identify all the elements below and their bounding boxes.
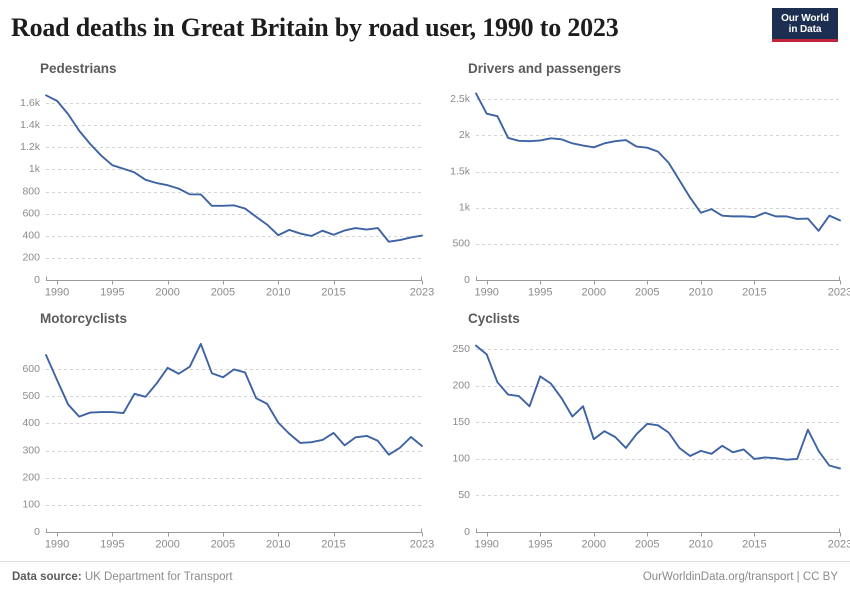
- data-source-value: UK Department for Transport: [84, 571, 233, 583]
- panel-title: Pedestrians: [40, 61, 117, 76]
- y-axis-tick-label: 1k: [29, 163, 41, 175]
- x-axis-tick-label: 1995: [528, 539, 552, 551]
- y-axis-tick-label: 400: [22, 417, 40, 429]
- gridlines: 0 500 1k 1.5k 2k 2.5k: [450, 93, 840, 286]
- x-axis-tick-label: 2015: [742, 287, 766, 299]
- y-axis-tick-label: 150: [452, 416, 470, 428]
- chart-footer: Data source: UK Department for Transport…: [0, 561, 850, 600]
- x-axis-tick-label: 2015: [742, 539, 766, 551]
- y-axis-tick-label: 100: [452, 453, 470, 465]
- chart-header: Road deaths in Great Britain by road use…: [0, 0, 850, 58]
- line-chart-svg: 0 500 1k 1.5k 2k 2.5k 1990 1995 2000 2005 2010 2015…: [450, 92, 850, 299]
- y-axis-tick-label: 250: [452, 343, 470, 355]
- data-source: Data source: UK Department for Transport: [12, 571, 233, 583]
- x-axis-tick-label: 2000: [155, 539, 179, 551]
- y-axis-tick-label: 1.5k: [450, 165, 471, 177]
- y-axis-tick-label: 600: [22, 363, 40, 375]
- x-axis-tick-label: 1995: [100, 539, 124, 551]
- y-axis-tick-label: 400: [22, 230, 40, 242]
- y-axis-tick-label: 1k: [459, 201, 471, 213]
- y-axis-tick-label: 0: [464, 526, 470, 538]
- x-axis-tick-label: 2000: [582, 287, 606, 299]
- x-axis-tick-label: 2023: [410, 539, 434, 551]
- y-axis-tick-label: 300: [22, 444, 40, 456]
- x-axis: 1990 1995 2000 2005 2010 2015 2023: [474, 528, 850, 551]
- x-axis: 1990 1995 2000 2005 2010 2015 2023: [45, 528, 434, 551]
- panel-grid: Pedestrians 0 200 400 600 800 1k 1.2k 1.4k 1.6k 1…: [0, 58, 850, 558]
- y-axis-tick-label: 1.2k: [20, 141, 41, 153]
- series-line: [45, 94, 423, 243]
- x-axis-tick-label: 2023: [828, 287, 850, 299]
- x-axis: 1990 1995 2000 2005 2010 2015 2023: [45, 276, 434, 299]
- series-line: [475, 344, 841, 470]
- line-chart-svg: 0 200 400 600 800 1k 1.2k 1.4k 1.6k 1990 1995 2000 2…: [20, 94, 434, 299]
- x-axis-tick-label: 2023: [410, 287, 434, 299]
- x-axis-tick-label: 2023: [828, 539, 850, 551]
- panel-cyclists: Cyclists 0 50 100 150 200 250 1990 1995 2000 2005…: [438, 308, 850, 558]
- x-axis: 1990 1995 2000 2005 2010 2015 2023: [474, 276, 850, 299]
- x-axis-tick-label: 2010: [266, 287, 290, 299]
- y-axis-tick-label: 1.4k: [20, 119, 41, 131]
- panel-title: Motorcyclists: [40, 311, 128, 326]
- x-axis-tick-label: 2005: [635, 287, 659, 299]
- x-axis-tick-label: 1990: [474, 287, 498, 299]
- x-axis-tick-label: 2015: [321, 287, 345, 299]
- gridlines: 0 200 400 600 800 1k 1.2k 1.4k 1.6k: [20, 97, 422, 286]
- y-axis-tick-label: 600: [22, 207, 40, 219]
- x-axis-tick-label: 2010: [689, 539, 713, 551]
- x-axis-tick-label: 2010: [689, 287, 713, 299]
- y-axis-tick-label: 0: [464, 274, 470, 286]
- x-axis-tick-label: 2005: [635, 539, 659, 551]
- plot-area: 0 100 200 300 400 500 600 1990 1995 2000 2005 2010 2…: [10, 334, 434, 558]
- y-axis-tick-label: 2.5k: [450, 93, 471, 105]
- y-axis-tick-label: 500: [452, 238, 470, 250]
- y-axis-tick-label: 0: [34, 526, 40, 538]
- x-axis-tick-label: 2015: [321, 539, 345, 551]
- owid-logo-line1: Our World: [781, 13, 829, 24]
- plot-area: 0 500 1k 1.5k 2k 2.5k 1990 1995 2000 2005 2010 2015…: [438, 84, 850, 306]
- plot-area: 0 200 400 600 800 1k 1.2k 1.4k 1.6k 1990 1995 2000 2…: [10, 84, 434, 306]
- y-axis-tick-label: 200: [452, 380, 470, 392]
- x-axis-tick-label: 1995: [100, 287, 124, 299]
- owid-logo[interactable]: Our World in Data: [772, 8, 838, 42]
- series-line: [45, 342, 423, 456]
- data-source-label: Data source:: [12, 571, 82, 583]
- x-axis-tick-label: 2005: [211, 539, 235, 551]
- y-axis-tick-label: 200: [22, 471, 40, 483]
- panel-title: Cyclists: [468, 311, 520, 326]
- page-title: Road deaths in Great Britain by road use…: [11, 13, 619, 42]
- x-axis-tick-label: 1990: [474, 539, 498, 551]
- x-axis-tick-label: 2000: [155, 287, 179, 299]
- panel-drivers-and-passengers: Drivers and passengers 0 500 1k 1.5k 2k 2.5k 1…: [438, 58, 850, 306]
- y-axis-tick-label: 50: [458, 489, 470, 501]
- attribution[interactable]: OurWorldinData.org/transport | CC BY: [642, 571, 838, 583]
- line-chart-svg: 0 50 100 150 200 250 1990 1995 2000 2005 2010 2015 2…: [452, 343, 850, 550]
- series-line: [475, 92, 841, 232]
- plot-area: 0 50 100 150 200 250 1990 1995 2000 2005 2010 2015 2…: [438, 334, 850, 558]
- x-axis-tick-label: 2005: [211, 287, 235, 299]
- y-axis-tick-label: 800: [22, 185, 40, 197]
- x-axis-tick-label: 1995: [528, 287, 552, 299]
- y-axis-tick-label: 200: [22, 252, 40, 264]
- gridlines: 0 100 200 300 400 500 600: [22, 363, 422, 538]
- y-axis-tick-label: 0: [34, 274, 40, 286]
- x-axis-tick-label: 2000: [582, 539, 606, 551]
- y-axis-tick-label: 1.6k: [20, 97, 41, 109]
- y-axis-tick-label: 100: [22, 499, 40, 511]
- line-chart-svg: 0 100 200 300 400 500 600 1990 1995 2000 2005 2010 2…: [22, 342, 434, 551]
- y-axis-tick-label: 500: [22, 390, 40, 402]
- x-axis-tick-label: 1990: [45, 287, 69, 299]
- y-axis-tick-label: 2k: [459, 129, 471, 141]
- panel-motorcyclists: Motorcyclists 0 100 200 300 400 500 600 1990 199…: [10, 308, 434, 558]
- x-axis-tick-label: 2010: [266, 539, 290, 551]
- owid-logo-line2: in Data: [788, 24, 822, 35]
- panel-title: Drivers and passengers: [468, 61, 622, 76]
- gridlines: 0 50 100 150 200 250: [452, 343, 840, 538]
- x-axis-tick-label: 1990: [45, 539, 69, 551]
- panel-pedestrians: Pedestrians 0 200 400 600 800 1k 1.2k 1.4k 1.6k 1…: [10, 58, 434, 306]
